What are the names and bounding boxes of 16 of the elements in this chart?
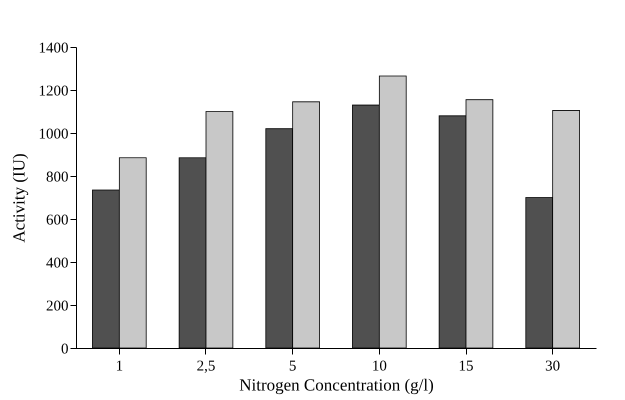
y-tick-label: 0 xyxy=(61,342,68,358)
x-tick-label: 10 xyxy=(372,358,387,374)
x-tick-label: 1 xyxy=(116,358,124,374)
y-tick-label: 800 xyxy=(46,170,68,186)
y-tick-label: 1400 xyxy=(38,40,68,56)
x-tick-label: 2,5 xyxy=(196,358,216,374)
x-tick-label: 15 xyxy=(458,358,474,374)
y-tick-label: 1200 xyxy=(38,84,68,100)
x-tick-label: 30 xyxy=(545,358,560,374)
y-tick-label: 600 xyxy=(46,212,68,228)
y-axis-title: Activity (IU) xyxy=(10,153,28,243)
y-tick-label: 1000 xyxy=(38,126,68,142)
y-tick-label: 400 xyxy=(46,256,68,272)
x-tick-label: 5 xyxy=(288,358,296,374)
y-tick-label: 200 xyxy=(46,298,68,314)
x-axis-title: Nitrogen Concentration (g/l) xyxy=(239,376,434,394)
